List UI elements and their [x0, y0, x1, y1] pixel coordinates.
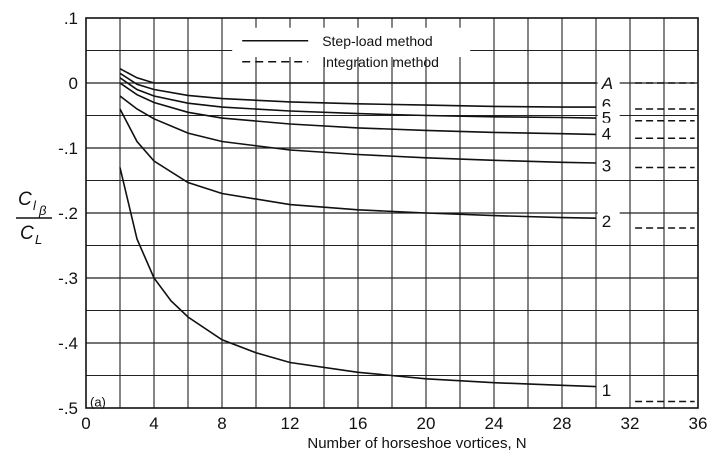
curve-label-A: A	[601, 74, 613, 93]
curve-label-5: 5	[602, 108, 611, 127]
x-tick-label: 28	[553, 414, 572, 433]
series-line-A	[119, 67, 596, 84]
curve-label-bg	[597, 106, 620, 126]
curve-label-bg	[597, 209, 620, 229]
series-line-2	[119, 108, 597, 219]
y-tick-label: 0	[69, 74, 78, 93]
series-line-3	[119, 95, 597, 164]
panel-label-box	[88, 392, 118, 406]
curve-label-bg	[597, 72, 620, 91]
y-label-numerator-subsub: β	[38, 203, 47, 218]
panel-label: (a)	[90, 395, 106, 410]
series-line-6	[119, 72, 596, 108]
curve-label-2: 2	[602, 212, 611, 231]
x-tick-label: 20	[417, 414, 436, 433]
x-tick-label: 36	[689, 414, 708, 433]
x-tick-label: 8	[217, 414, 226, 433]
legend-label: Step-load method	[322, 33, 433, 49]
x-tick-label: 24	[485, 414, 504, 433]
x-tick-label: 12	[281, 414, 300, 433]
x-tick-label: 16	[349, 414, 368, 433]
y-tick-label: -.5	[58, 399, 78, 418]
integration-lines	[635, 82, 695, 403]
tick-labels: 0 4 8 12 16 20 24 28 32 36.10-.1-.2-.3-.4-.5	[58, 9, 707, 433]
plot-frame	[85, 17, 699, 409]
legend: Step-load method Integration method	[242, 33, 439, 70]
y-tick-label: -.1	[58, 139, 78, 158]
curve-label-1: 1	[602, 381, 611, 400]
y-tick-label: -.3	[58, 269, 78, 288]
legend-box	[232, 27, 471, 57]
curve-label-3: 3	[602, 157, 611, 176]
y-tick-label: -.2	[58, 204, 78, 223]
curve-label-6: 6	[602, 95, 611, 114]
x-tick-label: 4	[149, 414, 158, 433]
x-tick-label: 0	[81, 414, 90, 433]
curves	[119, 67, 597, 388]
y-tick-label: -.4	[58, 334, 78, 353]
series-line-4	[119, 82, 597, 136]
legend-label: Integration method	[322, 54, 439, 70]
curve-label-bg	[597, 154, 620, 174]
y-tick-label: .1	[64, 9, 78, 28]
y-label-numerator: C	[18, 189, 32, 210]
x-tick-label: 32	[621, 414, 640, 433]
curve-labels: A 654 3 2 1	[597, 72, 620, 400]
series-line-5	[119, 77, 597, 119]
curve-label-bg	[597, 122, 620, 142]
x-axis-label: Number of horseshoe vortices, N	[307, 435, 526, 452]
y-label-denominator: C	[20, 223, 34, 244]
y-label-numerator-sub: l	[33, 198, 37, 213]
curve-label-bg	[597, 378, 620, 398]
curve-label-4: 4	[602, 125, 611, 144]
series-line-1	[119, 167, 597, 388]
y-label-denominator-sub: L	[35, 232, 42, 247]
